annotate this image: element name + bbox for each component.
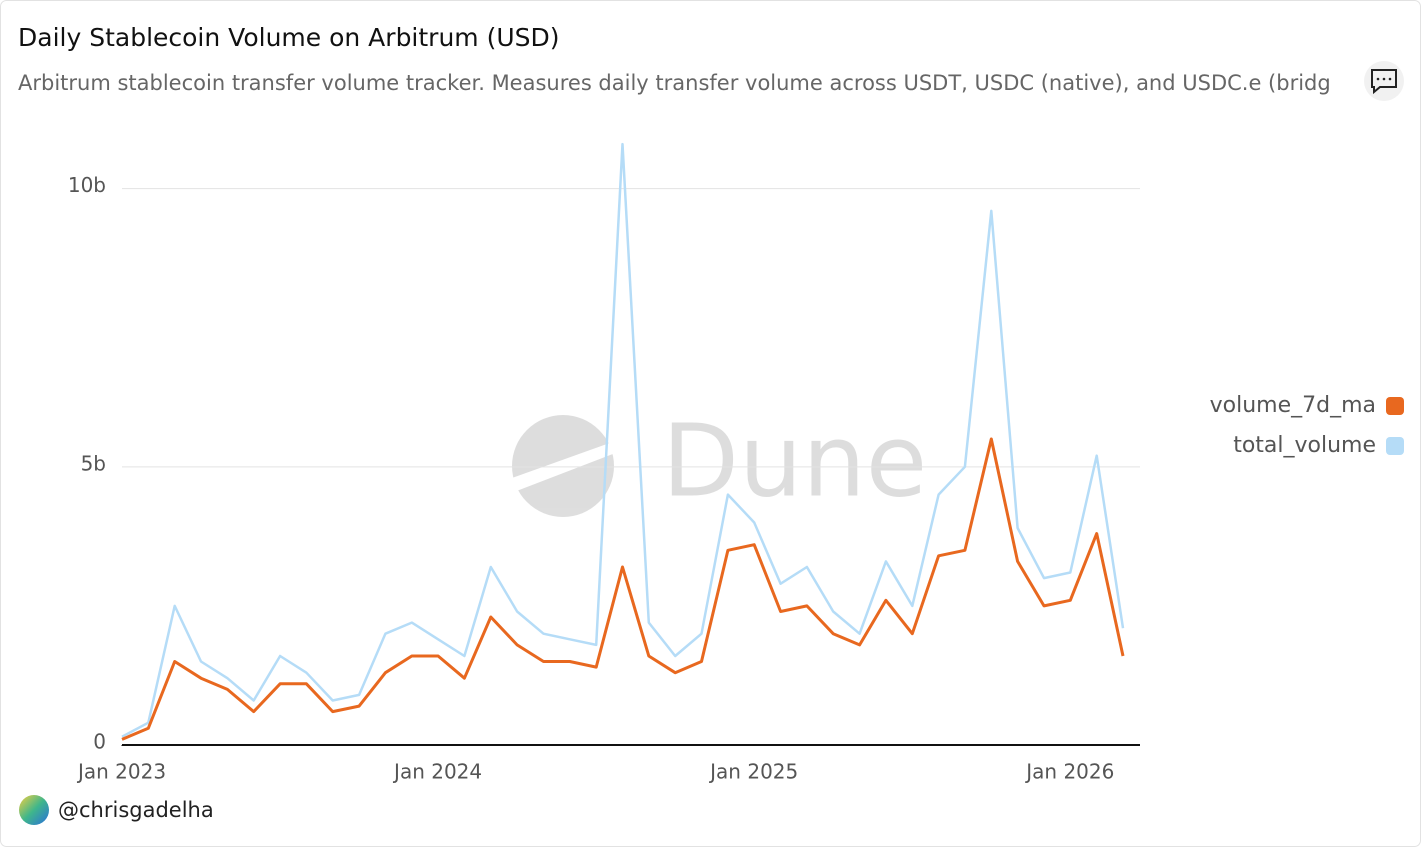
subtitle: Arbitrum stablecoin transfer volume trac… xyxy=(18,71,1331,95)
avatar xyxy=(19,795,49,825)
x-tick-label: Jan 2025 xyxy=(708,760,798,784)
legend-swatch xyxy=(1386,397,1404,415)
watermark xyxy=(512,415,618,517)
series-line xyxy=(121,142,1125,738)
legend-label: volume_7d_ma xyxy=(1210,393,1376,418)
y-tick-label: 0 xyxy=(93,730,106,754)
series-line xyxy=(121,437,1125,741)
x-tick-label: Jan 2024 xyxy=(392,760,482,784)
legend-label: total_volume xyxy=(1233,433,1376,458)
comment-button[interactable] xyxy=(1364,61,1404,101)
y-tick-label: 5b xyxy=(81,451,106,475)
x-tick-label: Jan 2026 xyxy=(1024,760,1114,784)
author: @chrisgadelha xyxy=(58,798,214,822)
legend-swatch xyxy=(1386,437,1404,455)
chart-title: Daily Stablecoin Volume on Arbitrum (USD… xyxy=(18,23,560,52)
x-tick-label: Jan 2023 xyxy=(76,760,166,784)
watermark-text: Dune xyxy=(662,402,927,519)
y-tick-label: 10b xyxy=(68,173,106,197)
